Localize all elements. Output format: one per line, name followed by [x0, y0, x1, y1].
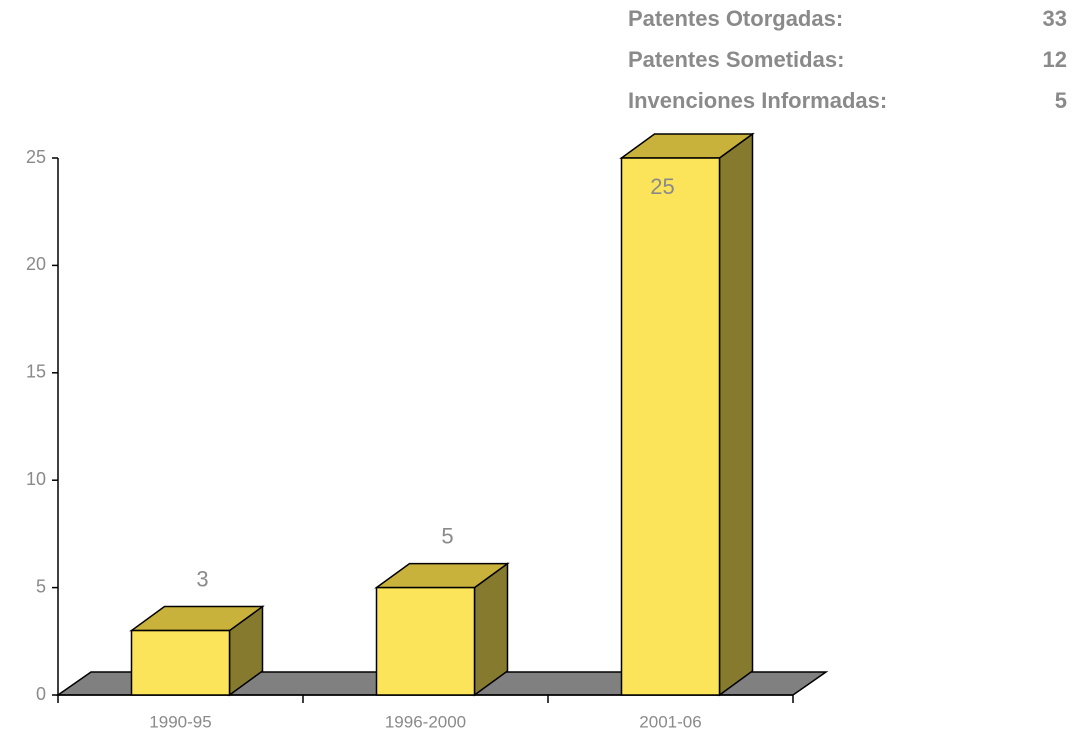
data-label: 5: [441, 523, 453, 548]
bar: [130, 629, 231, 696]
y-tick-label: 5: [36, 576, 46, 596]
bar: [620, 157, 721, 696]
data-label: 3: [196, 566, 208, 591]
y-tick-label: 15: [26, 362, 46, 382]
bar: [375, 586, 476, 696]
bar-side: [718, 132, 754, 697]
summary-label: Invenciones Informadas:: [628, 88, 887, 113]
summary-label: Patentes Otorgadas:: [628, 6, 843, 31]
summary-value: 5: [1055, 88, 1067, 113]
x-tick-label: 1996-2000: [385, 712, 466, 731]
x-tick-label: 1990-95: [149, 712, 211, 731]
summary-value: 12: [1043, 47, 1067, 72]
y-tick-label: 25: [26, 147, 46, 167]
summary-label: Patentes Sometidas:: [628, 47, 844, 72]
y-tick-label: 0: [36, 684, 46, 704]
y-tick-label: 20: [26, 254, 46, 274]
y-tick-label: 10: [26, 469, 46, 489]
x-tick-label: 2001-06: [639, 712, 701, 731]
summary-value: 33: [1043, 6, 1067, 31]
data-label: 25: [650, 174, 674, 199]
